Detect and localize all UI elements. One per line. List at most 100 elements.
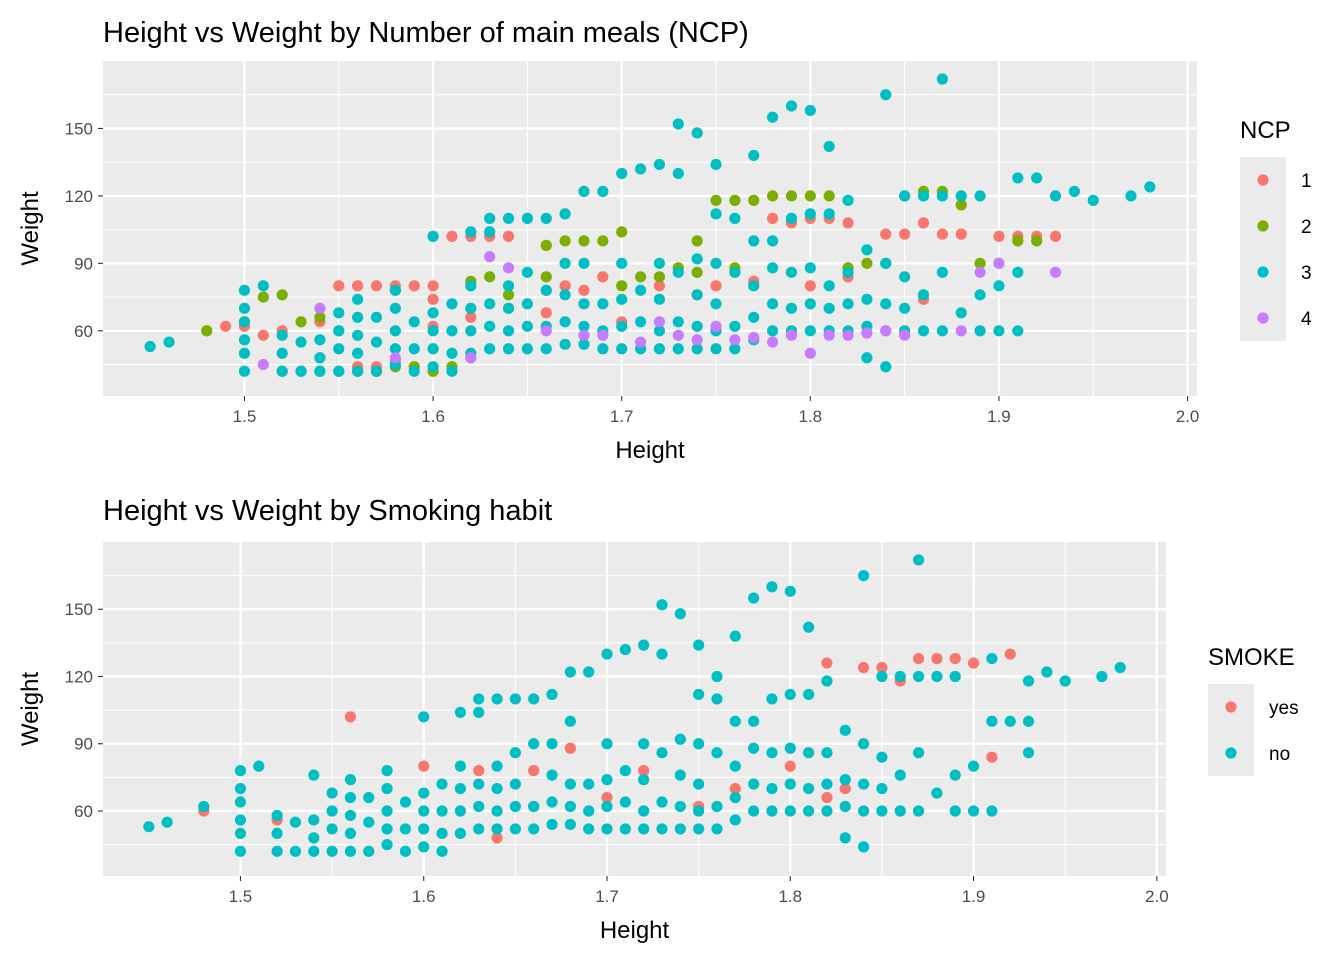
data-point [344,809,357,822]
data-point [672,266,684,278]
data-point [473,693,485,705]
x-tick-label: 1.9 [962,887,986,906]
data-point [352,311,364,323]
x-tick-label: 1.8 [799,407,823,426]
data-point [748,592,760,604]
data-point [601,823,613,835]
data-point [1087,194,1099,206]
data-point [521,298,533,310]
data-point [418,787,430,799]
data-point [653,325,666,337]
data-point [766,782,778,795]
data-point [597,271,609,283]
data-point [333,325,345,337]
data-point [766,747,778,759]
data-point [144,340,156,353]
data-point [711,747,723,759]
data-point [326,787,338,799]
data-point [528,800,540,813]
legend-key-no [1225,747,1237,759]
data-point [880,228,892,240]
data-point [729,194,741,206]
data-point [1049,266,1062,278]
data-point [238,302,251,314]
data-point [672,329,684,341]
data-point [993,280,1005,292]
data-point [1022,747,1035,759]
data-point [729,334,741,346]
data-point [674,800,686,813]
data-point [546,738,558,750]
data-point [839,782,851,795]
data-point [446,325,458,337]
x-tick-label: 1.5 [229,887,253,906]
data-point [711,800,723,813]
data-point [672,316,684,328]
data-point [912,670,925,683]
data-point [955,325,967,337]
data-point [540,325,552,337]
x-axis-title: Height [615,437,685,464]
data-point [502,343,515,355]
data-point [597,298,609,310]
data-point [912,747,925,759]
data-point [502,325,515,337]
data-point [861,244,873,256]
data-point [473,800,485,813]
data-point [767,336,779,348]
data-point [974,190,986,202]
data-point [352,329,364,341]
data-point [559,289,571,301]
data-point [546,688,558,701]
data-point [656,599,668,611]
data-point [899,271,911,283]
data-point [672,343,684,355]
data-point [597,235,609,247]
data-point [484,298,496,310]
data-point [491,832,503,844]
data-point [785,100,798,112]
series-4 [257,251,1062,371]
data-point [559,316,571,328]
data-point [784,742,796,754]
y-tick-label: 90 [74,735,93,754]
data-point [729,212,741,224]
data-point [967,657,980,669]
data-point [502,280,515,292]
data-point [1031,235,1043,247]
data-point [767,298,779,310]
y-tick-label: 120 [65,187,93,206]
data-point [143,821,155,833]
data-point [559,208,571,220]
data-point [289,816,302,828]
data-point [234,765,247,777]
data-point [785,302,798,314]
data-point [484,343,496,355]
data-point [899,329,911,341]
data-point [693,639,705,651]
data-point [986,751,998,763]
data-point [691,320,703,332]
data-point [917,325,930,337]
data-point [803,621,815,633]
data-point [804,190,816,202]
data-point [276,347,288,359]
data-point [861,293,873,305]
data-point [967,805,980,817]
data-point [656,648,668,660]
data-point [693,805,705,817]
data-point [876,751,888,763]
data-point [344,845,357,857]
data-point [653,158,666,171]
data-point [1096,670,1108,683]
data-point [638,765,650,777]
data-point [711,670,723,683]
data-point [564,742,576,754]
data-point [804,325,816,337]
data-point [528,738,540,750]
data-point [234,814,247,826]
legend-key-yes [1225,701,1237,713]
data-point [502,289,515,301]
data-point [899,228,911,240]
data-point [653,316,666,328]
